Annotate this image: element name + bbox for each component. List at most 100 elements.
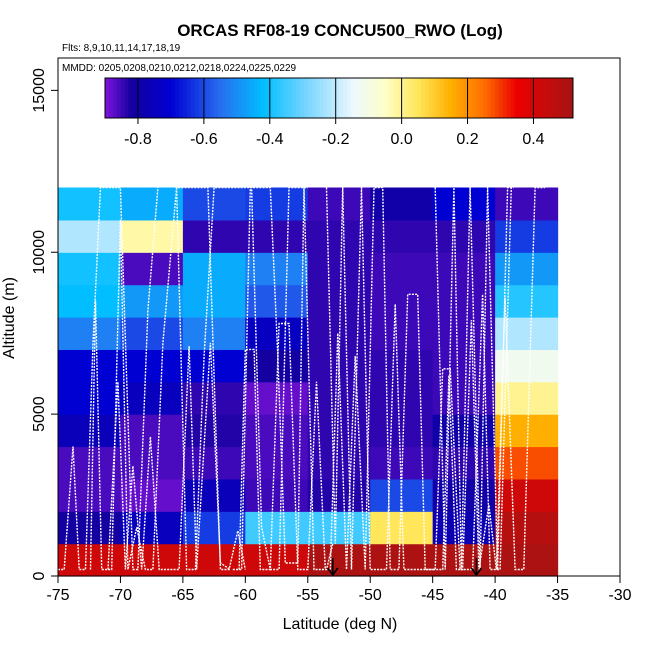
colorbar-segment — [233, 78, 239, 118]
colorbar-segment — [553, 78, 558, 118]
heatmap-cell — [495, 219, 559, 253]
heatmap-cell — [307, 252, 371, 286]
colorbar-segment — [163, 78, 168, 118]
colorbar-segment — [358, 78, 363, 118]
heatmap-cell — [182, 478, 246, 512]
colorbar-segment — [401, 78, 406, 118]
heatmap-cell — [370, 284, 434, 318]
colorbar-segment — [179, 78, 184, 118]
heatmap-cell — [58, 543, 122, 577]
y-axis-label: Altitude (m) — [1, 277, 18, 359]
x-tick-label: -30 — [608, 587, 631, 604]
heatmap-cell — [307, 284, 371, 318]
arrow-head — [327, 567, 339, 577]
colorbar-segment — [374, 78, 379, 118]
colorbar-segment — [335, 78, 340, 118]
colorbar-segment — [315, 78, 320, 118]
heatmap-cell — [182, 284, 246, 318]
colorbar-segment — [147, 78, 153, 118]
heatmap-cell — [120, 414, 184, 448]
heatmap-cell — [307, 446, 371, 480]
x-axis-label: Latitude (deg N) — [283, 616, 398, 633]
colorbar-segment — [506, 78, 512, 118]
flights-label: Flts: 8,9,10,11,14,17,18,19 — [62, 43, 181, 54]
x-tick-label: -55 — [296, 587, 319, 604]
colorbar-segment — [545, 78, 551, 118]
heatmap-cell — [120, 543, 184, 577]
chart-title: ORCAS RF08-19 CONCU500_RWO (Log) — [177, 21, 503, 40]
colorbar-frame — [104, 77, 574, 119]
heatmap-cell — [182, 252, 246, 286]
heatmap-cell — [370, 187, 434, 221]
colorbar-segment — [440, 78, 445, 118]
colorbar-segment — [105, 78, 110, 118]
colorbar-segment — [526, 78, 531, 118]
colorbar-segment — [405, 78, 410, 118]
colorbar-segment — [534, 78, 539, 118]
heatmap-cell — [370, 317, 434, 350]
colorbar-segment — [378, 78, 383, 118]
heatmap-cell — [58, 284, 122, 318]
colorbar-segment — [385, 78, 391, 118]
colorbar-segment — [237, 78, 242, 118]
heatmap-cell — [370, 252, 434, 286]
colorbar-segment — [214, 78, 219, 118]
heatmap-cell — [307, 187, 371, 221]
plot-frame — [57, 57, 621, 577]
colorbar-tick-label: -0.8 — [124, 131, 152, 148]
colorbar-segment — [569, 78, 574, 118]
colorbar-segment — [108, 78, 114, 118]
colorbar-segment — [561, 78, 566, 118]
colorbar-tick-label: 0.4 — [522, 131, 544, 148]
colorbar-segment — [112, 78, 118, 118]
colorbar-segment — [389, 78, 395, 118]
heatmap-cell — [120, 381, 184, 415]
heatmap-cell — [58, 219, 122, 253]
colorbar-segment — [229, 78, 235, 118]
colorbar-segment — [186, 78, 192, 118]
colorbar-segment — [296, 78, 301, 118]
colorbar-segment — [257, 78, 262, 118]
heatmap-cell — [495, 543, 559, 577]
colorbar-segment — [463, 78, 469, 118]
colorbar-segment — [183, 78, 188, 118]
colorbar-ticks: -0.8 -0.6 -0.4 -0.2 0.0 0.2 0.4 — [124, 78, 545, 148]
colorbar-segment — [541, 78, 547, 118]
colorbar-segment — [225, 78, 231, 118]
colorbar-segment — [467, 78, 473, 118]
colorbar-segment — [151, 78, 157, 118]
colorbar-segment — [253, 78, 258, 118]
colorbar-segment — [350, 78, 356, 118]
colorbar-segment — [557, 78, 562, 118]
colorbar-segment — [479, 78, 484, 118]
flight-tracks — [58, 186, 546, 571]
colorbar-segment — [140, 78, 145, 118]
heatmap-cell — [432, 543, 496, 577]
colorbar-segment — [323, 78, 328, 118]
flight-track — [58, 186, 159, 571]
colorbar-segment — [428, 78, 434, 118]
heatmap-cell — [307, 381, 371, 415]
colorbar-segment — [241, 78, 246, 118]
colorbar-segment — [362, 78, 367, 118]
colorbar-segment — [155, 78, 161, 118]
heatmap-cell — [58, 381, 122, 415]
colorbar-segment — [202, 78, 207, 118]
x-tick-label: -70 — [109, 587, 132, 604]
colorbar-tick-label: 0.2 — [456, 131, 478, 148]
heatmap-cell — [120, 284, 184, 318]
colorbar-segment — [522, 78, 527, 118]
heatmap-cell — [182, 187, 246, 221]
colorbar-segment — [171, 78, 176, 118]
heatmap-cell — [370, 543, 434, 577]
heatmap-cell — [370, 219, 434, 253]
heatmap-cell — [307, 414, 371, 448]
colorbar-segment — [366, 78, 371, 118]
colorbar-segment — [272, 78, 278, 118]
colorbar-segment — [346, 78, 352, 118]
heatmap-cell — [495, 511, 559, 545]
heatmap-cell — [432, 187, 496, 221]
heatmap-cell — [120, 349, 184, 383]
heatmap-cell — [307, 478, 371, 512]
